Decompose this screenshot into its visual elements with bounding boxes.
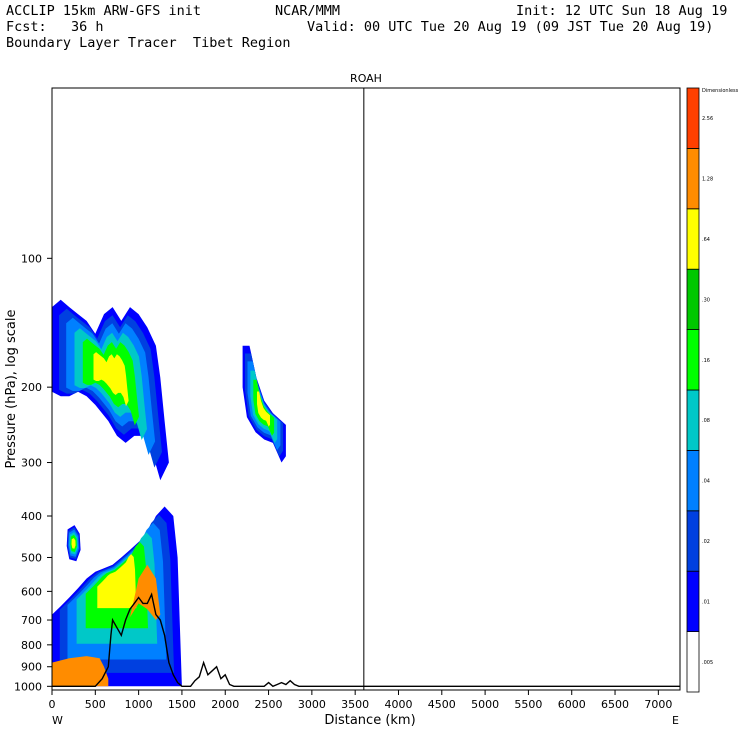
y-tick-label: 800: [21, 639, 42, 652]
x-tick-label: 3500: [341, 698, 369, 711]
x-tick-label: 500: [85, 698, 106, 711]
terrain-line: [52, 592, 680, 688]
colorbar-segment: [686, 631, 700, 693]
colorbar-label: .64: [702, 237, 710, 243]
y-tick-label: 400: [21, 510, 42, 523]
header-line1-center: NCAR/MMM: [275, 3, 341, 19]
colorbar-label: .30: [702, 297, 710, 303]
x-tick-label: 0: [49, 698, 56, 711]
y-tick-label: 100: [21, 252, 42, 265]
y-tick-label: 600: [21, 585, 42, 598]
y-tick-label: 500: [21, 551, 42, 564]
tracer-upper-west-layer-6: [93, 352, 129, 407]
header-line2-left: Fcst: 36 h: [6, 19, 104, 35]
y-axis-label: Pressure (hPa), log scale: [4, 310, 19, 469]
y-tick-label: 300: [21, 457, 42, 470]
x-tick-label: 7000: [644, 698, 672, 711]
colorbar-segment: [686, 147, 700, 210]
y-tick-label: 1000: [14, 680, 42, 693]
y-tick-label: 200: [21, 381, 42, 394]
colorbar-label: 1.28: [702, 177, 713, 183]
tracer-lower-west-layer-6: [97, 554, 137, 609]
colorbar-label: .005: [702, 660, 713, 666]
colorbar-segment: [686, 389, 700, 451]
x-tick-label: 6500: [601, 698, 629, 711]
plot-frame: [51, 87, 681, 691]
colorbar-segment: [686, 87, 700, 149]
x-axis-label: Distance (km): [324, 713, 415, 728]
colorbar-segment: [686, 570, 700, 633]
x-tick-label: 6000: [558, 698, 586, 711]
x-tick-label: 4000: [384, 698, 412, 711]
x-tick-label: 5000: [471, 698, 499, 711]
x-tick-label: 4500: [428, 698, 456, 711]
tracer-upper-middle-layer-6: [257, 391, 270, 427]
header-line1-left: ACCLIP 15km ARW-GFS init: [6, 3, 202, 19]
x-tick-label: 1000: [125, 698, 153, 711]
header-line1-right: Init: 12 UTC Sun 18 Aug 19: [516, 3, 728, 19]
colorbar-label: Dimensionless: [702, 88, 739, 94]
colorbar-label: .08: [702, 418, 710, 424]
colorbar-segment: [686, 268, 700, 331]
y-tick-label: 700: [21, 614, 42, 627]
colorbar-segment: [686, 208, 700, 270]
x-tick-label: 2500: [255, 698, 283, 711]
chart-title: ROAH: [350, 72, 382, 85]
colorbar-label: .01: [702, 599, 710, 605]
x-tick-label: 2000: [211, 698, 239, 711]
x-tick-label: 1500: [168, 698, 196, 711]
colorbar-segment: [686, 449, 700, 512]
x-tick-label: 3000: [298, 698, 326, 711]
x-tick-label: 5500: [514, 698, 542, 711]
colorbar-segment: [686, 510, 700, 572]
colorbar-segment: [686, 329, 700, 391]
tracer-slope-max: [130, 564, 161, 620]
colorbar-label: .04: [702, 479, 710, 485]
tracer-lower-isolated-layer-6: [71, 538, 76, 549]
colorbar: .005 .01 .02 .04 .08 .16 .30 .64 1.28 2.56 Dimensi…: [686, 87, 739, 693]
colorbar-label: .02: [702, 539, 710, 545]
colorbar-label: 2.56: [702, 116, 713, 122]
x-axis: 0 500 1000 1500 2000 2500 3000 3500 4000 4500 5000…: [49, 690, 672, 711]
colorbar-label: .16: [702, 358, 710, 364]
tracer-surface-max: [52, 656, 109, 687]
y-tick-label: 900: [21, 661, 42, 674]
header-line2-right: Valid: 00 UTC Tue 20 Aug 19 (09 JST Tue …: [307, 19, 714, 35]
y-axis: 100 200 300 400 500 600 700 800 900 1000: [14, 252, 52, 693]
east-label: E: [672, 714, 679, 727]
west-label: W: [52, 714, 63, 727]
header-line3-left: Boundary Layer Tracer Tibet Region: [6, 35, 291, 51]
tracer-field: [52, 299, 286, 687]
